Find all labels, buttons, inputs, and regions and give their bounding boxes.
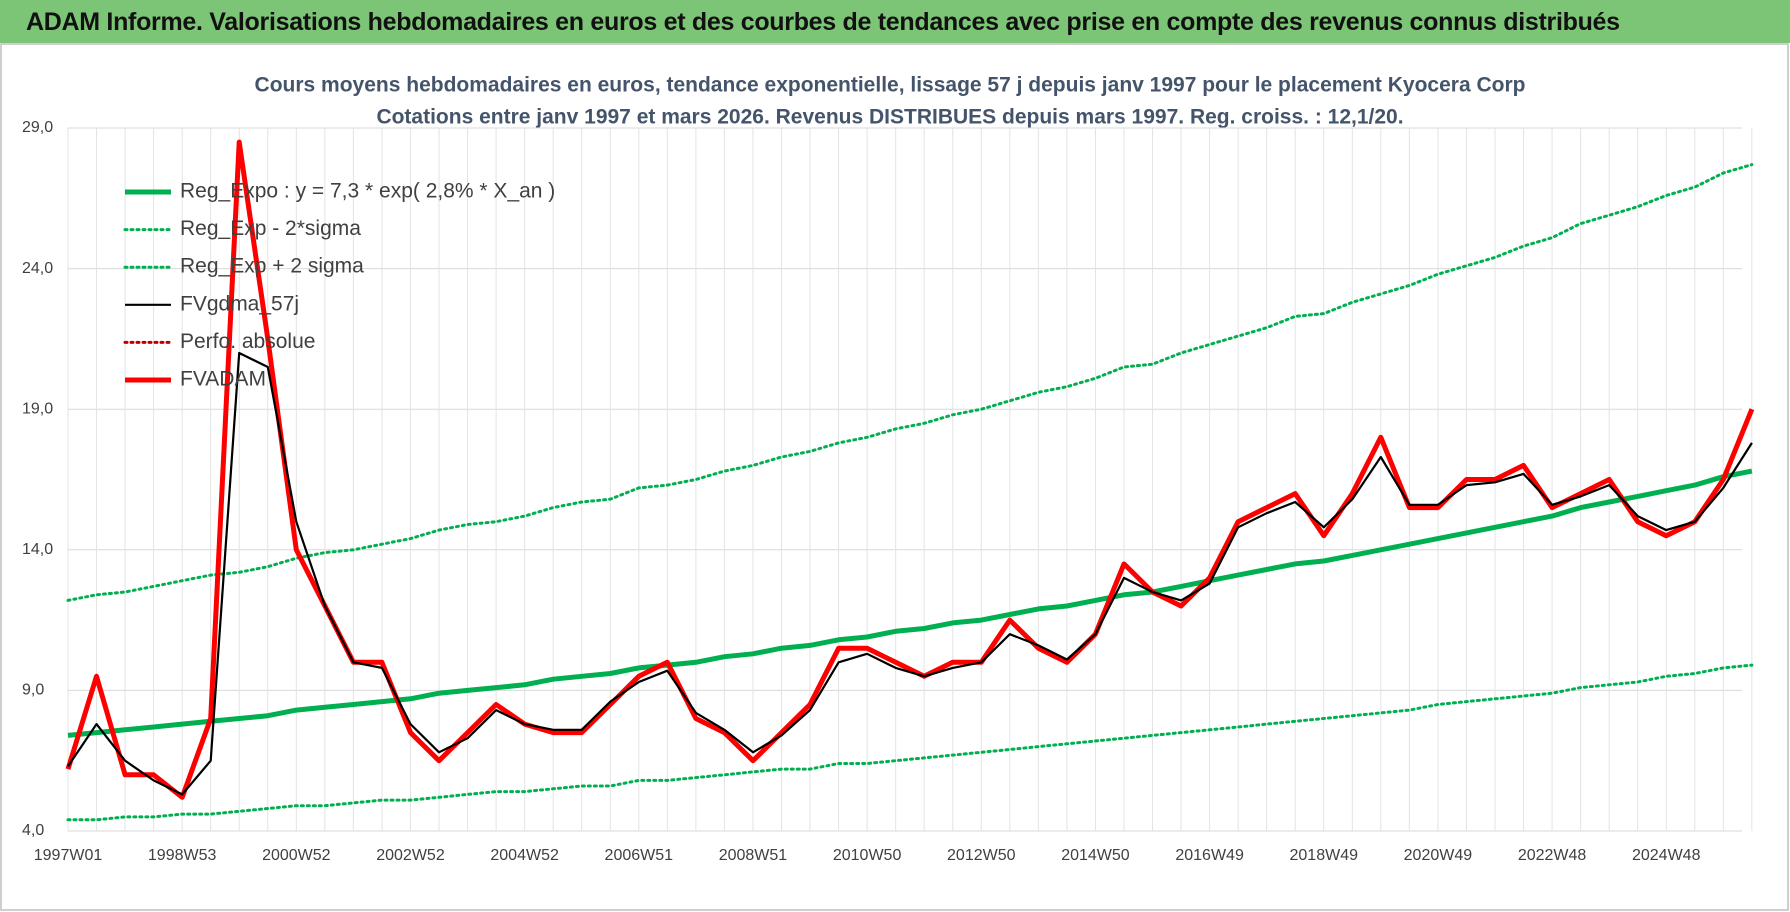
legend-label: FVADAM [180, 368, 266, 391]
legend-label: Reg_Exp + 2 sigma [180, 255, 364, 278]
x-tick-label: 2012W50 [947, 847, 1016, 864]
series-line [66, 163, 1754, 602]
chart-subtitle: Cotations entre janv 1997 et mars 2026. … [376, 106, 1403, 129]
x-tick-label: 1998W53 [148, 847, 217, 864]
x-tick-label: 2002W52 [376, 847, 445, 864]
x-tick-label: 2022W48 [1518, 847, 1587, 864]
y-tick-label: 14,0 [22, 541, 53, 558]
y-tick-label: 9,0 [22, 682, 44, 699]
legend-label: FVgdma_57j [180, 292, 299, 315]
x-tick-label: 2000W52 [262, 847, 331, 864]
x-tick-label: 2024W48 [1632, 847, 1701, 864]
legend-label: Reg_Exp - 2*sigma [180, 217, 361, 240]
x-tick-label: 2006W51 [605, 847, 674, 864]
series-line [65, 139, 1755, 800]
x-tick-label: 2008W51 [719, 847, 788, 864]
chart-title: Cours moyens hebdomadaires en euros, ten… [255, 74, 1526, 97]
x-tick-label: 2020W49 [1404, 847, 1473, 864]
legend-label: Perfo. absolue [180, 330, 315, 353]
y-tick-label: 29,0 [22, 119, 53, 136]
x-tick-label: 2014W50 [1061, 847, 1130, 864]
x-tick-label: 2016W49 [1175, 847, 1244, 864]
x-tick-label: 2018W49 [1290, 847, 1359, 864]
chart-frame [0, 43, 1789, 911]
x-tick-label: 1997W01 [34, 847, 103, 864]
plot [65, 139, 1755, 822]
legend-label: Reg_Expo : y = 7,3 * exp( 2,8% * X_an ) [180, 180, 555, 203]
y-tick-label: 19,0 [22, 400, 53, 417]
series-line [67, 468, 1753, 738]
legend: Reg_Expo : y = 7,3 * exp( 2,8% * X_an ) R… [123, 180, 555, 391]
grid: 4,0 9,0 14,0 19,0 24,0 29,0 1997W01 1998W53 2000… [22, 119, 1753, 864]
x-tick-label: 2010W50 [833, 847, 902, 864]
header-bar: ADAM Informe. Valorisations hebdomadaire… [0, 0, 1790, 43]
header-title: ADAM Informe. Valorisations hebdomadaire… [26, 8, 1620, 36]
y-tick-label: 24,0 [22, 260, 53, 277]
series-line [67, 351, 1753, 796]
y-tick-label: 4,0 [22, 822, 44, 839]
x-tick-label: 2004W52 [490, 847, 559, 864]
series-line [66, 663, 1754, 822]
